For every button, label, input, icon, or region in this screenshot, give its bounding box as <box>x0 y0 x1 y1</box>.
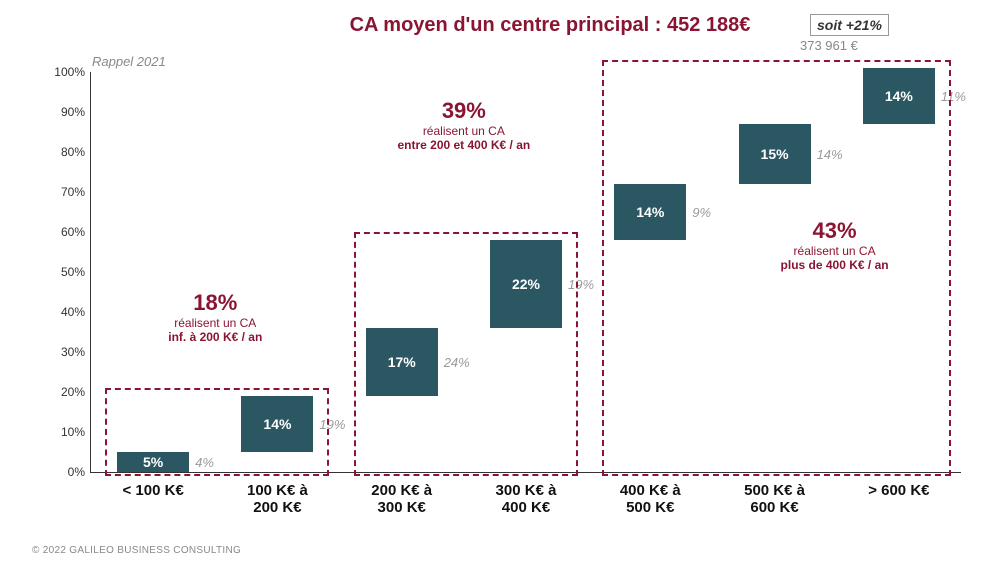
group-sub2: inf. à 200 K€ / an <box>105 330 325 344</box>
group-sub2: plus de 400 K€ / an <box>725 258 945 272</box>
prev-total: 373 961 € <box>800 38 858 53</box>
group-label: 18%réalisent un CAinf. à 200 K€ / an <box>105 290 325 344</box>
y-tick: 10% <box>61 425 85 439</box>
x-label: > 600 K€ <box>868 482 929 499</box>
group-label: 43%réalisent un CAplus de 400 K€ / an <box>725 218 945 272</box>
y-tick: 40% <box>61 305 85 319</box>
y-tick: 60% <box>61 225 85 239</box>
chart-title: CA moyen d'un centre principal : 452 188… <box>300 14 800 37</box>
group-sub1: réalisent un CA <box>725 244 945 258</box>
x-label: 200 K€ à300 K€ <box>371 482 432 516</box>
group-box <box>354 232 578 476</box>
group-sub1: réalisent un CA <box>354 124 574 138</box>
y-tick: 20% <box>61 385 85 399</box>
x-label: < 100 K€ <box>122 482 183 499</box>
group-sub1: réalisent un CA <box>105 316 325 330</box>
group-title: 39% <box>354 98 574 124</box>
footer: © 2022 GALILEO BUSINESS CONSULTING <box>32 545 241 556</box>
group-title: 43% <box>725 218 945 244</box>
delta-badge: soit +21% <box>810 14 889 36</box>
y-tick: 80% <box>61 145 85 159</box>
group-label: 39%réalisent un CAentre 200 et 400 K€ / … <box>354 98 574 152</box>
x-label: 400 K€ à500 K€ <box>620 482 681 516</box>
group-box <box>105 388 329 476</box>
x-label: 300 K€ à400 K€ <box>496 482 557 516</box>
x-label: 100 K€ à200 K€ <box>247 482 308 516</box>
group-title: 18% <box>105 290 325 316</box>
rappel-label: Rappel 2021 <box>92 54 166 69</box>
y-tick: 70% <box>61 185 85 199</box>
y-tick: 50% <box>61 265 85 279</box>
y-tick: 100% <box>54 65 85 79</box>
chart-root: { "title": {"text":"CA moyen d'un centre… <box>0 0 1000 564</box>
x-label: 500 K€ à600 K€ <box>744 482 805 516</box>
y-tick: 30% <box>61 345 85 359</box>
group-sub2: entre 200 et 400 K€ / an <box>354 138 574 152</box>
y-tick: 90% <box>61 105 85 119</box>
plot-area: 0%10%20%30%40%50%60%70%80%90%100%5%4%< 1… <box>90 72 961 473</box>
y-tick: 0% <box>68 465 85 479</box>
